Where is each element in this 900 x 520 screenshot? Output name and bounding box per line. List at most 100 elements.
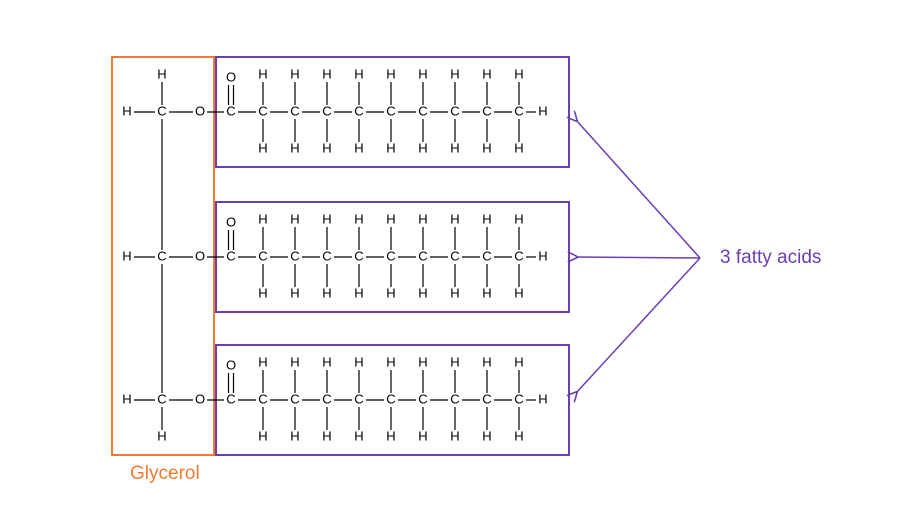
fa0-c2: C	[290, 103, 299, 118]
fa0-c3-htop: H	[322, 66, 331, 81]
fa2-c6-htop: H	[418, 354, 427, 369]
fa0-c3: C	[322, 103, 331, 118]
fa1-c1-htop: H	[258, 211, 267, 226]
fa2-c5-htop: H	[386, 354, 395, 369]
fa2-terminal-h: H	[538, 391, 547, 406]
fa0-c7: C	[450, 103, 459, 118]
fa2-c1-hbot: H	[258, 428, 267, 443]
fa1-c3-hbot: H	[322, 285, 331, 300]
fa0-c1-hbot: H	[258, 140, 267, 155]
fatty-acids-label: 3 fatty acids	[720, 247, 821, 268]
fa1-c9: C	[514, 248, 523, 263]
fa2-c1-htop: H	[258, 354, 267, 369]
fa1-c8-htop: H	[482, 211, 491, 226]
fa1-c2: C	[290, 248, 299, 263]
fa0-c2-hbot: H	[290, 140, 299, 155]
fa0-c9-hbot: H	[514, 140, 523, 155]
fa1-c2-hbot: H	[290, 285, 299, 300]
fa1-c5: C	[386, 248, 395, 263]
fa0-c8: C	[482, 103, 491, 118]
fa2-c8: C	[482, 391, 491, 406]
fa2-c2: C	[290, 391, 299, 406]
fa2-c3: C	[322, 391, 331, 406]
fa2-c6: C	[418, 391, 427, 406]
fa1-c4-hbot: H	[354, 285, 363, 300]
fatty-arrow-2	[576, 257, 700, 258]
fa2-c7-htop: H	[450, 354, 459, 369]
glycerol-h-1: H	[122, 248, 131, 263]
fa2-c2-htop: H	[290, 354, 299, 369]
fa2-c1: C	[258, 391, 267, 406]
fa1-c9-hbot: H	[514, 285, 523, 300]
glycerol-o-2: O	[195, 391, 205, 406]
fa0-c1-htop: H	[258, 66, 267, 81]
fa2-c7: C	[450, 391, 459, 406]
fatty-arrow-3	[576, 258, 700, 393]
glycerol-h-0: H	[122, 103, 131, 118]
fa1-c1: C	[258, 248, 267, 263]
fa2-c9-hbot: H	[514, 428, 523, 443]
fa1-c7-htop: H	[450, 211, 459, 226]
fa2-c8-htop: H	[482, 354, 491, 369]
fa1-c3-htop: H	[322, 211, 331, 226]
fa2-c4-htop: H	[354, 354, 363, 369]
fa2-c2-hbot: H	[290, 428, 299, 443]
fa2-c8-hbot: H	[482, 428, 491, 443]
fa0-c6: C	[418, 103, 427, 118]
glycerol-c2-hbot: H	[157, 428, 166, 443]
fa0-c5-htop: H	[386, 66, 395, 81]
fa1-c4: C	[354, 248, 363, 263]
fa0-c4-hbot: H	[354, 140, 363, 155]
fa1-c8: C	[482, 248, 491, 263]
fa2-c3-hbot: H	[322, 428, 331, 443]
fa1-c5-htop: H	[386, 211, 395, 226]
fa1-c6: C	[418, 248, 427, 263]
fa1-c4-htop: H	[354, 211, 363, 226]
fa1-c8-hbot: H	[482, 285, 491, 300]
glycerol-label: Glycerol	[130, 463, 200, 484]
fa0-carbonyl-o: O	[226, 69, 236, 84]
fa2-c5-hbot: H	[386, 428, 395, 443]
fa0-c8-htop: H	[482, 66, 491, 81]
fa1-c6-htop: H	[418, 211, 427, 226]
fa0-c6-hbot: H	[418, 140, 427, 155]
fa1-c3: C	[322, 248, 331, 263]
glycerol-h-2: H	[122, 391, 131, 406]
fa2-c4-hbot: H	[354, 428, 363, 443]
fa0-c5: C	[386, 103, 395, 118]
fa0-c7-htop: H	[450, 66, 459, 81]
fa0-c6-htop: H	[418, 66, 427, 81]
fa0-c0: C	[226, 103, 235, 118]
fa2-c4: C	[354, 391, 363, 406]
fa0-c1: C	[258, 103, 267, 118]
glycerol-c-1: C	[157, 248, 166, 263]
fa2-c7-hbot: H	[450, 428, 459, 443]
fa0-c2-htop: H	[290, 66, 299, 81]
fa0-c4: C	[354, 103, 363, 118]
fa0-c9: C	[514, 103, 523, 118]
glycerol-c0-htop: H	[157, 66, 166, 81]
fa0-terminal-h: H	[538, 103, 547, 118]
fa1-c2-htop: H	[290, 211, 299, 226]
fa1-c9-htop: H	[514, 211, 523, 226]
fa1-terminal-h: H	[538, 248, 547, 263]
fa2-c6-hbot: H	[418, 428, 427, 443]
fa1-c1-hbot: H	[258, 285, 267, 300]
fa2-c3-htop: H	[322, 354, 331, 369]
fa2-c9: C	[514, 391, 523, 406]
fa1-c7: C	[450, 248, 459, 263]
fa1-c0: C	[226, 248, 235, 263]
fa0-c4-htop: H	[354, 66, 363, 81]
fa1-c7-hbot: H	[450, 285, 459, 300]
fa0-c5-hbot: H	[386, 140, 395, 155]
fa1-carbonyl-o: O	[226, 214, 236, 229]
fatty-arrow-1	[576, 120, 700, 258]
fa0-c8-hbot: H	[482, 140, 491, 155]
fa1-c5-hbot: H	[386, 285, 395, 300]
fa0-c3-hbot: H	[322, 140, 331, 155]
glycerol-c-2: C	[157, 391, 166, 406]
glycerol-o-0: O	[195, 103, 205, 118]
fa2-carbonyl-o: O	[226, 357, 236, 372]
glycerol-o-1: O	[195, 248, 205, 263]
fa0-c7-hbot: H	[450, 140, 459, 155]
